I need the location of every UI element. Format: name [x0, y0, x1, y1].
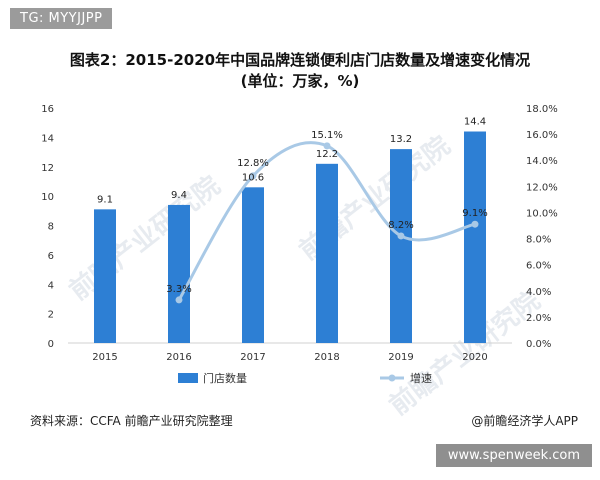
bar-value-label: 13.2: [390, 134, 412, 145]
site-tag: www.spenweek.com: [435, 444, 592, 467]
y-left-tick-label: 0: [48, 339, 54, 350]
growth-value-label: 3.3%: [166, 284, 191, 295]
growth-value-label: 12.8%: [237, 158, 269, 169]
y-right-tick-label: 4.0%: [526, 287, 551, 298]
source-note: 资料来源：CCFA 前瞻产业研究院整理: [30, 414, 233, 428]
top-tag: TG: MYYJJPP: [10, 8, 113, 29]
y-right-tick-label: 14.0%: [526, 156, 558, 167]
y-right-tick-label: 18.0%: [526, 104, 558, 115]
chart-title: 图表2：2015-2020年中国品牌连锁便利店门店数量及增速变化情况 (单位：万…: [20, 50, 580, 92]
legend-label-bar: 门店数量: [203, 371, 247, 385]
y-left-tick-label: 16: [41, 104, 54, 115]
legend-label-line: 增速: [410, 371, 432, 385]
bar-2016: [168, 204, 190, 343]
growth-value-label: 8.2%: [388, 220, 413, 231]
growth-point-2020: [471, 220, 479, 228]
legend-swatch-bar: [178, 373, 198, 383]
y-left-tick-label: 2: [48, 310, 54, 321]
title-line-2: (单位：万家，%): [240, 72, 360, 90]
bar-2015: [94, 209, 116, 343]
y-right-tick-label: 10.0%: [526, 208, 558, 219]
growth-point-2016: [175, 296, 183, 304]
bar-value-label: 9.4: [171, 190, 187, 201]
bar-2018: [316, 163, 338, 343]
y-left-tick-label: 4: [48, 280, 54, 291]
x-tick-label: 2020: [462, 352, 487, 363]
growth-value-label: 15.1%: [311, 130, 343, 141]
bar-value-label: 12.2: [316, 149, 338, 160]
y-right-tick-label: 16.0%: [526, 130, 558, 141]
credit-note: @前瞻经济学人APP: [471, 414, 578, 428]
growth-value-label: 9.1%: [462, 208, 487, 219]
growth-point-2019: [397, 232, 405, 240]
y-right-tick-label: 12.0%: [526, 182, 558, 193]
y-right-tick-label: 8.0%: [526, 235, 551, 246]
bar-value-label: 14.4: [464, 117, 486, 128]
bar-2019: [390, 149, 412, 343]
title-line-1: 图表2：2015-2020年中国品牌连锁便利店门店数量及增速变化情况: [69, 51, 531, 69]
y-right-tick-label: 6.0%: [526, 261, 551, 272]
growth-point-2018: [323, 142, 331, 150]
y-left-tick-label: 8: [48, 222, 54, 233]
y-right-tick-label: 0.0%: [526, 339, 551, 350]
bar-value-label: 9.1: [97, 194, 113, 205]
x-tick-label: 2017: [240, 352, 265, 363]
y-left-tick-label: 10: [41, 192, 54, 203]
x-tick-label: 2019: [388, 352, 413, 363]
bar-2020: [464, 131, 486, 343]
y-right-tick-label: 2.0%: [526, 313, 551, 324]
legend-marker-line: [388, 374, 396, 382]
watermark-text: 前瞻产业研究院: [64, 170, 227, 306]
bar-2017: [242, 187, 264, 343]
y-left-tick-label: 14: [41, 133, 54, 144]
x-tick-label: 2018: [314, 352, 339, 363]
y-left-tick-label: 6: [48, 251, 54, 262]
x-tick-label: 2016: [166, 352, 191, 363]
x-tick-label: 2015: [92, 352, 117, 363]
bar-value-label: 10.6: [242, 172, 264, 183]
growth-point-2017: [249, 172, 257, 180]
y-left-tick-label: 12: [41, 163, 54, 174]
